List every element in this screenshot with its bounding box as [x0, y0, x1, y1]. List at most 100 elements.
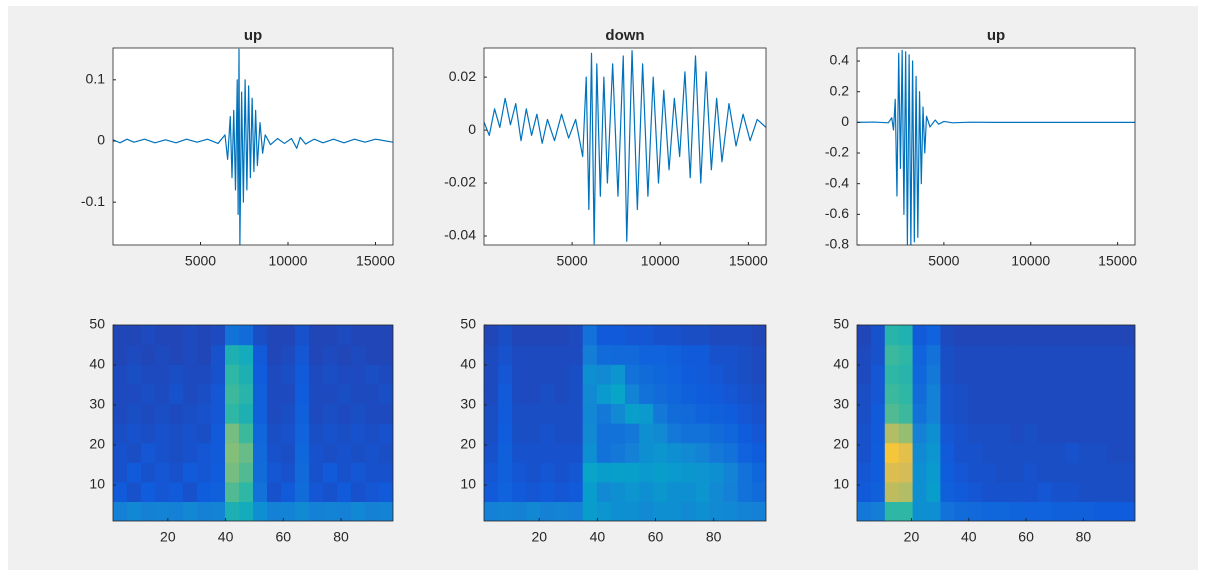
heatmap-cell — [1121, 325, 1135, 346]
heatmap-cell — [239, 325, 254, 346]
heatmap-cell — [926, 383, 941, 404]
heatmap-cell — [183, 462, 198, 483]
heatmap-cell — [141, 423, 156, 444]
heatmap-cell — [498, 364, 513, 385]
heatmap-cell — [582, 423, 598, 444]
heatmap-cell — [239, 442, 254, 463]
heatmap-cell — [225, 325, 240, 346]
heatmap-cell — [309, 442, 324, 463]
heatmap-cell — [898, 501, 914, 521]
heatmap-cell — [1037, 383, 1053, 404]
heatmap-cell — [751, 364, 766, 385]
heatmap-cell — [225, 481, 240, 502]
y-tick-label: 50 — [460, 316, 476, 332]
y-tick-label: 30 — [833, 396, 849, 412]
subplot: 5000 10000 15000 -0.8 -0.6 -0.4 -0.2 0 0.2 0.4 up — [825, 27, 1137, 269]
heatmap-cell — [912, 501, 928, 521]
heatmap-cell — [169, 501, 184, 521]
heatmap-cell — [625, 383, 640, 404]
heatmap-cell — [211, 364, 226, 385]
heatmap-cell — [751, 501, 766, 521]
heatmap-cell — [1065, 462, 1080, 483]
heatmap-cell — [127, 403, 142, 424]
heatmap-cell — [155, 462, 170, 483]
x-tick-label: 40 — [218, 529, 234, 545]
heatmap-cell — [884, 344, 900, 365]
heatmap-cell — [183, 423, 198, 444]
heatmap-cell — [926, 344, 941, 365]
heatmap-cell — [379, 442, 393, 463]
waveform — [857, 49, 1135, 245]
heatmap-cell — [127, 325, 142, 346]
heatmap-cell — [926, 501, 941, 521]
heatmap-cell — [751, 383, 766, 404]
heatmap-cell — [281, 423, 296, 444]
heatmap-cell — [653, 423, 668, 444]
heatmap-cell — [351, 383, 366, 404]
heatmap-cell — [554, 501, 570, 521]
heatmap-cell — [996, 325, 1011, 346]
heatmap-cell — [653, 325, 668, 346]
heatmap-cell — [940, 481, 955, 502]
heatmap-cell — [337, 481, 352, 502]
heatmap-cell — [351, 462, 366, 483]
heatmap-cell — [709, 403, 725, 424]
x-tick-label: 80 — [333, 529, 349, 545]
heatmap-cell — [568, 383, 584, 404]
heatmap-cell — [653, 462, 668, 483]
heatmap-cell — [1051, 383, 1067, 404]
heatmap-cell — [337, 364, 352, 385]
heatmap-cell — [295, 344, 310, 365]
heatmap-cell — [484, 423, 499, 444]
heatmap-cell — [211, 501, 226, 521]
x-tick-label: 60 — [1018, 529, 1034, 545]
heatmap-cell — [379, 364, 393, 385]
heatmap-cell — [295, 481, 310, 502]
heatmap-cell — [898, 344, 914, 365]
heatmap-cell — [968, 423, 983, 444]
heatmap-cell — [681, 462, 697, 483]
heatmap-cell — [1009, 344, 1025, 365]
heatmap-cell — [337, 344, 352, 365]
plot-area — [113, 48, 393, 245]
heatmap-cell — [554, 325, 570, 346]
heatmap-cell — [141, 383, 156, 404]
heatmap-cell — [582, 403, 598, 424]
heatmap-cell — [1051, 364, 1067, 385]
heatmap-cell — [253, 364, 268, 385]
heatmap-cell — [695, 364, 711, 385]
heatmap-cell — [309, 344, 324, 365]
heatmap-cell — [1107, 442, 1122, 463]
heatmap-cell — [169, 462, 184, 483]
heatmap-cell — [940, 325, 955, 346]
heatmap-cell — [1009, 481, 1025, 502]
heatmap-cell — [183, 344, 198, 365]
heatmap-cell — [582, 442, 598, 463]
heatmap-cell — [1093, 481, 1108, 502]
heatmap-cell — [141, 442, 156, 463]
heatmap-cell — [681, 383, 697, 404]
heatmap-cell — [225, 462, 240, 483]
waveform — [113, 48, 393, 245]
y-tick-label: 0.1 — [86, 71, 106, 87]
heatmap-cell — [267, 383, 282, 404]
heatmap-cell — [695, 501, 711, 521]
heatmap-cell — [1079, 462, 1094, 483]
plot-area — [113, 325, 393, 521]
heatmap-cell — [113, 383, 128, 404]
heatmap-cell — [568, 325, 584, 346]
heatmap-cell — [568, 481, 584, 502]
subplot: 5000 10000 15000 -0.04 -0.02 0 0.02 down — [444, 27, 768, 269]
heatmap-cell — [926, 403, 941, 424]
heatmap-cell — [484, 344, 499, 365]
heatmap-cell — [1065, 364, 1080, 385]
heatmap-cell — [610, 383, 626, 404]
x-tick-label: 60 — [276, 529, 292, 545]
heatmap-cell — [295, 462, 310, 483]
heatmap-cell — [141, 481, 156, 502]
heatmap-cell — [309, 423, 324, 444]
heatmap-cell — [625, 481, 640, 502]
heatmap-cell — [857, 403, 872, 424]
heatmap-cell — [968, 442, 983, 463]
heatmap-cell — [857, 501, 872, 521]
